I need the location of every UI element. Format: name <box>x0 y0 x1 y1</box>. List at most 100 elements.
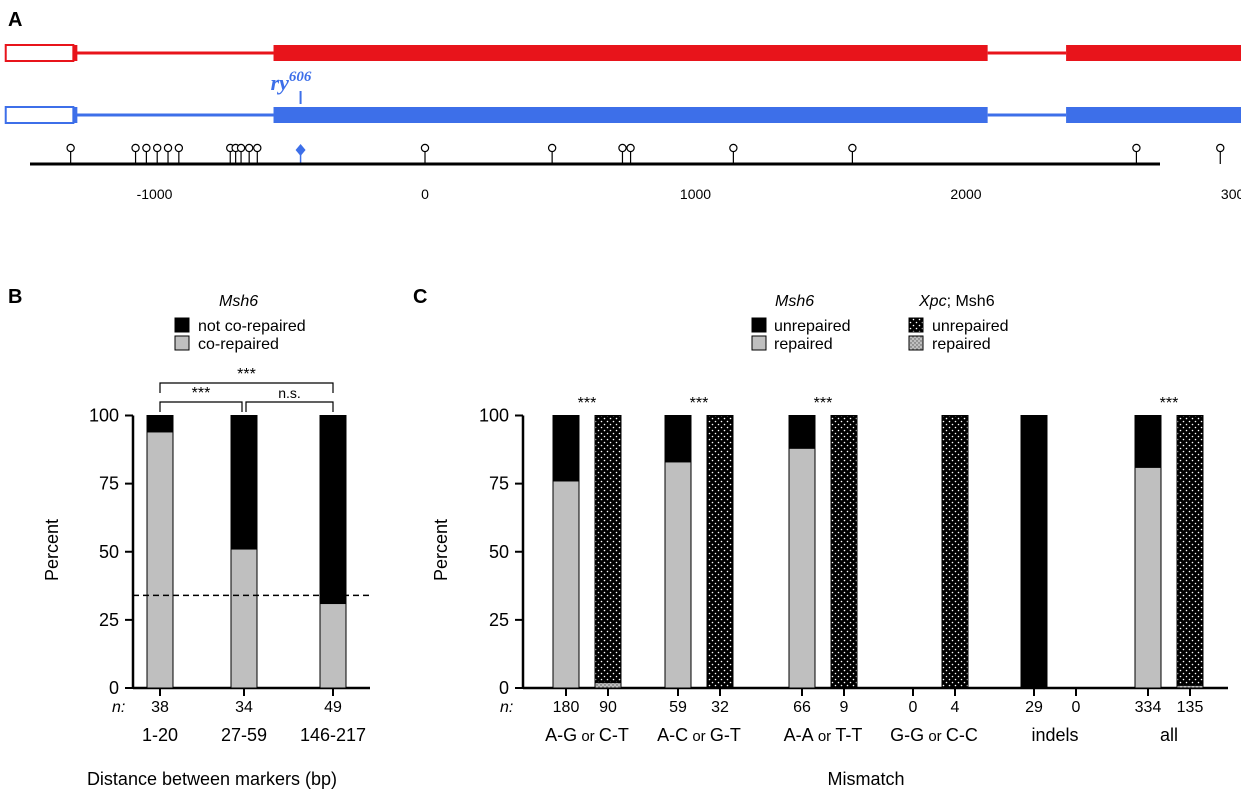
legend-swatch-msh6-repaired <box>751 335 767 351</box>
category-label: 1-20 <box>142 725 178 745</box>
bar-xpc-unrepaired <box>941 415 969 689</box>
snp-marker <box>626 143 635 153</box>
panel-a: A ry531ry606 -2000-100001000200030004000… <box>4 9 1241 202</box>
snp-marker <box>66 143 75 153</box>
group-label-part: G-T <box>710 725 741 745</box>
snp-marker <box>153 143 162 153</box>
bp-tick-label: 0 <box>421 186 429 202</box>
panel-b-plot: 0 25 50 75 100 38 1-20 34 27-59 49 146-217 <box>89 406 372 745</box>
panel-b: B Msh6 not co-repaired co-repaired *** **… <box>8 286 372 789</box>
legend-swatch-co-repaired <box>174 335 190 351</box>
mutation-label: ry606 <box>271 69 312 95</box>
snp-marker <box>236 143 246 153</box>
y-tick-label: 100 <box>479 406 509 426</box>
group-label-part: T-T <box>835 725 862 745</box>
snp-marker <box>420 143 430 153</box>
bar-msh6-unrepaired <box>552 415 580 482</box>
n-value: 34 <box>235 699 253 716</box>
group-label-part: all <box>1160 725 1178 745</box>
group-label-part: indels <box>1031 725 1078 745</box>
panel-b-xlabel: Distance between markers (bp) <box>87 769 337 789</box>
group-label-part: A-A <box>784 725 814 745</box>
panel-c-xlabel: Mismatch <box>827 769 904 789</box>
snp-marker <box>547 143 557 153</box>
snp-marker <box>244 143 254 153</box>
bar-co-repaired <box>230 548 258 689</box>
snp-marker <box>1216 143 1225 153</box>
group-label-connector: or <box>577 728 599 745</box>
bar-co-repaired <box>319 603 347 689</box>
bp-tick-label: 1000 <box>680 186 711 202</box>
group-label-connector: or <box>814 728 836 745</box>
panel-a-letter: A <box>8 9 22 31</box>
significance-label: *** <box>578 395 597 412</box>
gene-exon <box>1066 107 1241 123</box>
y-tick-label: 75 <box>489 474 509 494</box>
group-label-part: A-G <box>545 725 577 745</box>
bp-tick-label: -1000 <box>137 186 173 202</box>
legend-swatch-not-co-repaired <box>174 317 190 333</box>
y-tick-label: 100 <box>89 406 119 426</box>
group-label: A-C or G-T <box>657 725 741 745</box>
snp-marker <box>1132 143 1141 153</box>
significance-label: *** <box>192 385 211 402</box>
significance-label: n.s. <box>278 385 301 401</box>
legend-label-co-repaired: co-repaired <box>198 336 279 353</box>
special-marker-diamond <box>295 144 306 156</box>
group-label-part: A-C <box>657 725 688 745</box>
legend-label-msh6-unrepaired: unrepaired <box>774 318 851 335</box>
y-tick-label: 50 <box>99 542 119 562</box>
bar-msh6-repaired <box>664 461 692 689</box>
y-tick-label: 75 <box>99 474 119 494</box>
bar-msh6-unrepaired <box>1134 415 1162 468</box>
bar-msh6-unrepaired <box>788 415 816 449</box>
group-label-part: G-G <box>890 725 924 745</box>
panel-b-legend-title: Msh6 <box>219 293 258 310</box>
legend-label-xpc-repaired: repaired <box>932 336 991 353</box>
gene-exon <box>273 107 988 123</box>
y-tick-label: 0 <box>499 678 509 698</box>
panel-c-ylabel: Percent <box>431 519 451 581</box>
significance-label: *** <box>1160 395 1179 412</box>
n-value: 59 <box>669 699 687 716</box>
bar-xpc-unrepaired <box>830 415 858 689</box>
significance-bracket <box>159 401 243 412</box>
snp-marker <box>174 143 184 153</box>
bar-not-co-repaired <box>230 415 258 550</box>
legend-swatch-msh6-unrepaired <box>751 317 767 333</box>
n-value: 29 <box>1025 699 1043 716</box>
group-label: indels <box>1031 725 1078 745</box>
bp-tick-label: 3000 <box>1221 186 1241 202</box>
n-value: 4 <box>951 699 960 716</box>
legend-label-not-co-repaired: not co-repaired <box>198 318 306 335</box>
legend-swatch-xpc-unrepaired <box>908 317 924 333</box>
n-value: 32 <box>711 699 729 716</box>
panel-c: C Msh6 Xpc; Msh6 unrepaired repaired unr… <box>413 286 1228 789</box>
snp-marker <box>131 143 140 153</box>
bar-not-co-repaired <box>146 415 174 433</box>
legend-title-msh6-rest: ; Msh6 <box>947 293 995 310</box>
significance-label: *** <box>237 366 256 383</box>
group-label: all <box>1160 725 1178 745</box>
legend-swatch-xpc-repaired <box>908 335 924 351</box>
panel-b-letter: B <box>8 286 22 308</box>
significance-bracket <box>245 401 334 412</box>
mutation-label-superscript: 606 <box>289 69 312 85</box>
y-tick-label: 25 <box>489 610 509 630</box>
n-value: 9 <box>840 699 849 716</box>
n-value: 66 <box>793 699 811 716</box>
bar-xpc-repaired <box>594 682 622 689</box>
panel-c-letter: C <box>413 286 427 308</box>
bar-co-repaired <box>146 431 174 689</box>
panel-c-legend-title-msh6: Msh6 <box>775 293 814 310</box>
bar-xpc-unrepaired <box>706 415 734 689</box>
y-tick-label: 50 <box>489 542 509 562</box>
legend-title-xpc: Xpc <box>918 293 947 310</box>
snp-marker <box>729 143 738 153</box>
bar-msh6-repaired <box>1134 466 1162 689</box>
n-value: 90 <box>599 699 617 716</box>
group-label: G-G or C-C <box>890 725 978 745</box>
gene-utr-box <box>4 106 75 124</box>
group-label-part: C-T <box>599 725 629 745</box>
panel-b-ylabel: Percent <box>42 519 62 581</box>
